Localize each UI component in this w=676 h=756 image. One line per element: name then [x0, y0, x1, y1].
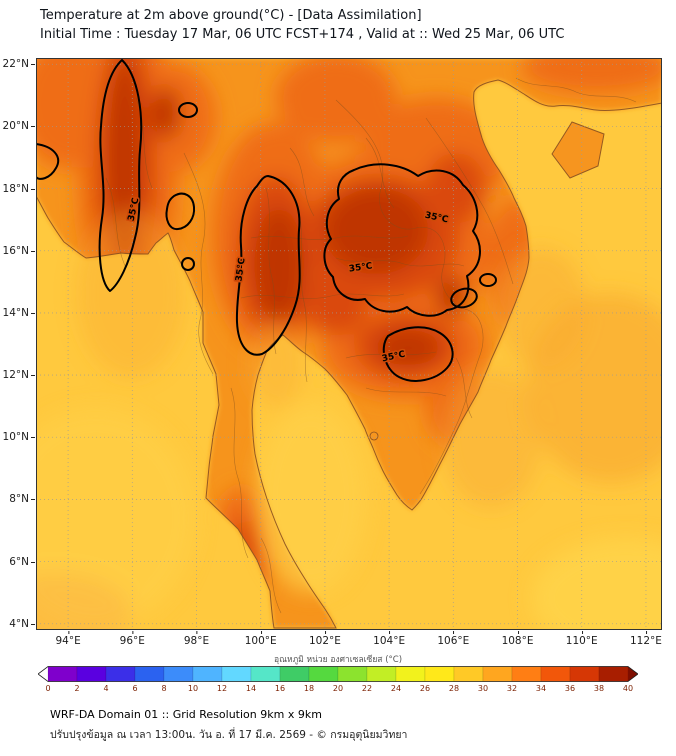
x-tick-label: 108°E	[502, 635, 534, 647]
colorbar-tick: 14	[246, 684, 256, 693]
colorbar-tick: 26	[420, 684, 430, 693]
y-tick-label: 12°N	[3, 369, 29, 381]
x-tick-label: 106°E	[437, 635, 469, 647]
y-tick-label: 16°N	[3, 245, 29, 257]
y-tick-label: 4°N	[9, 618, 29, 630]
x-axis-labels: 94°E 96°E 98°E 100°E 102°E 104°E 106°E 108°E 110…	[36, 632, 662, 648]
x-tick-label: 100°E	[245, 635, 277, 647]
temperature-map-svg: 35°C 35°C 35°C 35°C 35°C	[36, 58, 662, 630]
map-plot-area: 35°C 35°C 35°C 35°C 35°C	[36, 58, 662, 630]
colorbar-tick: 16	[275, 684, 285, 693]
colorbar-tick: 34	[536, 684, 546, 693]
colorbar-tick: 32	[507, 684, 517, 693]
footer-domain-info: WRF-DA Domain 01 :: Grid Resolution 9km …	[50, 708, 322, 721]
colorbar-tick: 20	[333, 684, 343, 693]
y-axis-labels: 4°N 6°N 8°N 10°N 12°N 14°N 16°N 18°N 20°N 22°N	[0, 58, 34, 630]
y-tick-label: 20°N	[3, 120, 29, 132]
x-tick-label: 96°E	[120, 635, 145, 647]
colorbar-tick: 8	[161, 684, 166, 693]
y-tick-label: 6°N	[9, 556, 29, 568]
x-tick-label: 110°E	[566, 635, 598, 647]
colorbar-tick: 2	[74, 684, 79, 693]
colorbar-tick: 0	[45, 684, 50, 693]
page-title: Temperature at 2m above ground(°C) - [Da…	[40, 8, 422, 23]
colorbar-tick: 12	[217, 684, 227, 693]
colorbar	[38, 666, 638, 682]
colorbar-tick: 38	[594, 684, 604, 693]
y-tick-label: 22°N	[3, 58, 29, 70]
x-tick-label: 104°E	[373, 635, 405, 647]
x-tick-label: 112°E	[630, 635, 662, 647]
x-tick-label: 94°E	[55, 635, 80, 647]
island-dot	[370, 432, 378, 440]
colorbar-title: อุณหภูมิ หน่วย องศาเซลเซียส (°C)	[38, 652, 638, 666]
colorbar-tick: 22	[362, 684, 372, 693]
colorbar-tick: 30	[478, 684, 488, 693]
colorbar-tick: 6	[132, 684, 137, 693]
colorbar-tick-labels: 0246810121416182022242628303234363840	[38, 684, 638, 696]
colorbar-tick: 10	[188, 684, 198, 693]
y-tick-label: 10°N	[3, 431, 29, 443]
y-tick-label: 18°N	[3, 183, 29, 195]
page-subtitle: Initial Time : Tuesday 17 Mar, 06 UTC FC…	[40, 27, 564, 42]
colorbar-tick: 28	[449, 684, 459, 693]
colorbar-tick: 4	[103, 684, 108, 693]
weather-map-page: Temperature at 2m above ground(°C) - [Da…	[0, 0, 676, 756]
colorbar-tick: 40	[623, 684, 633, 693]
x-tick-label: 102°E	[309, 635, 341, 647]
x-tick-label: 98°E	[184, 635, 209, 647]
y-tick-label: 8°N	[9, 493, 29, 505]
colorbar-tick: 36	[565, 684, 575, 693]
colorbar-tick: 24	[391, 684, 401, 693]
y-tick-label: 14°N	[3, 307, 29, 319]
footer-update-info: ปรับปรุงข้อมูล ณ เวลา 13:00น. วัน อ. ที่…	[50, 726, 407, 743]
colorbar-tick: 18	[304, 684, 314, 693]
